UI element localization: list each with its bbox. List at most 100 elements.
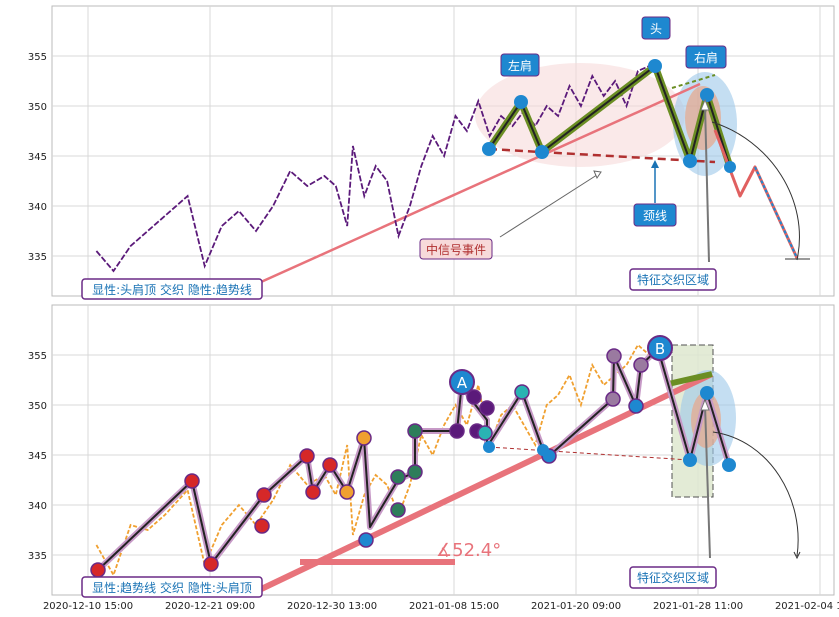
- bottom-marker: [299, 448, 315, 464]
- y-tick-label: 335: [28, 252, 47, 263]
- head-text: 头: [650, 22, 662, 36]
- bottom-marker: [322, 457, 338, 473]
- bottom-marker: [606, 348, 622, 364]
- top-neck-arrow-head: [651, 160, 659, 168]
- neckline-label: 颈线: [633, 203, 677, 227]
- top-node: [648, 59, 662, 73]
- left-shoulder-label: 左肩: [500, 53, 540, 77]
- y-tick-label: 340: [28, 202, 47, 213]
- bottom-marker: [203, 556, 219, 572]
- x-tick-label: 2021-02-04 15:00: [775, 601, 839, 612]
- bottom-marker: [358, 532, 374, 548]
- y-tick-label: 345: [28, 152, 47, 163]
- top-zone-arrow: [704, 104, 710, 263]
- bottom-zone-arrow-head: [700, 398, 710, 411]
- bottom-green-extension: [667, 371, 713, 387]
- x-tick-label: 2020-12-30 13:00: [287, 601, 377, 612]
- bottom-node: [537, 444, 549, 456]
- top-projection-blue: [754, 166, 798, 259]
- top-curve-arrow: [711, 121, 800, 261]
- y-tick-label: 350: [28, 401, 47, 412]
- signal-event-label: 中信号事件: [419, 238, 493, 260]
- top-feature-zone-label: 特征交织区域: [629, 268, 717, 291]
- bottom-marker: [390, 502, 406, 518]
- top-pink-region: [475, 63, 685, 167]
- bottom-node: [683, 453, 697, 467]
- bottom-zone-arrow: [704, 404, 711, 559]
- bottom-marker: [407, 464, 423, 480]
- head-label: 头: [641, 16, 671, 40]
- point-b-marker: B: [647, 335, 673, 361]
- top-signal-arrow-head: [593, 170, 602, 180]
- top-green-dash: [671, 74, 716, 89]
- y-tick-label: 335: [28, 551, 47, 562]
- x-axis: 2020-12-10 15:00 2020-12-21 09:00 2020-12-…: [43, 601, 839, 612]
- series-line: [95, 343, 650, 578]
- bottom-curve-arrow-head: [793, 551, 801, 560]
- bottom-marker: [466, 389, 482, 405]
- bottom-price-series: [95, 343, 650, 578]
- point-a-marker: A: [449, 369, 475, 395]
- x-tick-label: 2021-01-28 11:00: [653, 601, 743, 612]
- point-b-text: B: [655, 340, 665, 358]
- bottom-marker: [184, 473, 200, 489]
- angle-label: ∡52.4°: [436, 540, 501, 561]
- y-tick-label: 345: [28, 451, 47, 462]
- top-y-axis: 335 340 345 350 355: [28, 52, 47, 263]
- bottom-marker: [449, 423, 465, 439]
- top-legend-text: 显性:头肩顶 交织 隐性:趋势线: [92, 282, 252, 297]
- top-zone-arrow-head: [700, 98, 710, 111]
- top-node: [724, 161, 736, 173]
- bottom-feature-zone-text: 特征交织区域: [637, 570, 709, 585]
- neckline-text: 颈线: [643, 209, 667, 223]
- series-line: [95, 65, 650, 273]
- bottom-marker: [390, 469, 406, 485]
- top-neckline: [488, 147, 716, 164]
- top-legend: 显性:头肩顶 交织 隐性:趋势线: [81, 278, 263, 300]
- bottom-y-axis: 335 340 345 350 355: [28, 351, 47, 562]
- y-tick-label: 355: [28, 351, 47, 362]
- bottom-neckline: [488, 446, 691, 461]
- signal-event-text: 中信号事件: [426, 242, 486, 257]
- top-price-series: [95, 65, 650, 273]
- bottom-marker: [356, 430, 372, 446]
- bottom-marker: [256, 487, 272, 503]
- top-node: [535, 145, 549, 159]
- right-shoulder-label: 右肩: [685, 45, 727, 69]
- x-tick-label: 2021-01-20 09:00: [531, 601, 621, 612]
- point-a-text: A: [457, 374, 468, 392]
- x-tick-label: 2020-12-21 09:00: [165, 601, 255, 612]
- bottom-marker: [339, 484, 355, 500]
- bottom-node: [700, 386, 714, 400]
- x-tick-label: 2020-12-10 15:00: [43, 601, 133, 612]
- bottom-marker: [90, 562, 106, 578]
- top-signal-arrow: [499, 172, 601, 238]
- left-shoulder-text: 左肩: [508, 58, 532, 73]
- bottom-marker: [254, 518, 270, 534]
- bottom-curve-arrow: [712, 431, 799, 557]
- top-node: [514, 95, 528, 109]
- bottom-marker: [479, 400, 495, 416]
- bottom-marker: [407, 423, 423, 439]
- bottom-node: [722, 458, 736, 472]
- top-node: [683, 154, 697, 168]
- bottom-marker: [633, 357, 649, 373]
- bottom-marker: [514, 384, 530, 400]
- y-tick-label: 340: [28, 501, 47, 512]
- bottom-marker: [605, 391, 621, 407]
- bottom-node: [483, 441, 495, 453]
- y-tick-label: 355: [28, 52, 47, 63]
- bottom-legend: 显性:趋势线 交织 隐性:头肩顶: [81, 576, 263, 598]
- right-shoulder-text: 右肩: [694, 50, 718, 65]
- bottom-marker: [305, 484, 321, 500]
- y-tick-label: 350: [28, 102, 47, 113]
- bottom-marker: [477, 425, 493, 441]
- top-trend-line: [229, 82, 701, 298]
- bottom-marker: [628, 398, 644, 414]
- bottom-legend-text: 显性:趋势线 交织 隐性:头肩顶: [92, 580, 252, 595]
- bottom-feature-zone-label: 特征交织区域: [629, 566, 717, 589]
- x-tick-label: 2021-01-08 15:00: [409, 601, 499, 612]
- top-node: [700, 88, 714, 102]
